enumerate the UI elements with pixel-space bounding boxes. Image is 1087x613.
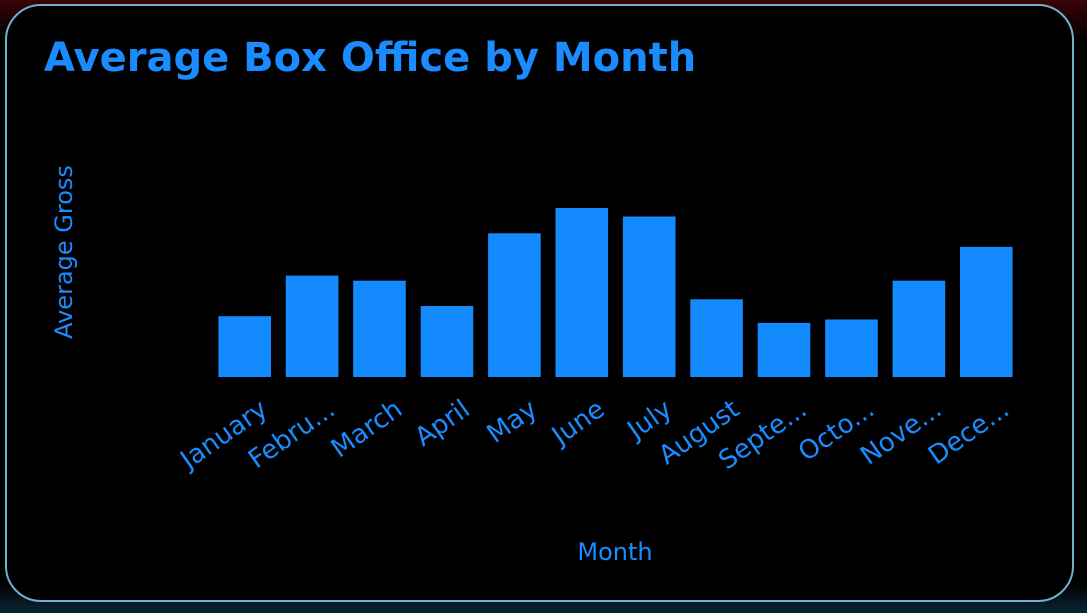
bars-group — [218, 208, 1013, 377]
x-tick-label-4: April — [410, 394, 476, 453]
bar-9 — [757, 322, 811, 377]
bar-12 — [960, 246, 1013, 377]
bar-1 — [218, 316, 271, 377]
bar-11 — [892, 280, 946, 377]
chart-title: Average Box Office by Month — [44, 35, 697, 81]
bar-2 — [285, 275, 339, 377]
bar-5 — [488, 233, 541, 377]
x-tick-label-6: June — [545, 394, 610, 452]
bar-8 — [690, 299, 743, 377]
bar-6 — [555, 208, 609, 377]
x-tick-label-3: March — [326, 394, 408, 464]
x-axis-label: Month — [577, 538, 652, 566]
bar-4 — [420, 306, 474, 377]
x-tick-label-5: May — [482, 394, 543, 449]
bar-3 — [353, 280, 406, 377]
y-axis-label: Average Gross — [50, 165, 78, 339]
bar-7 — [622, 216, 676, 377]
bar-10 — [825, 319, 878, 377]
